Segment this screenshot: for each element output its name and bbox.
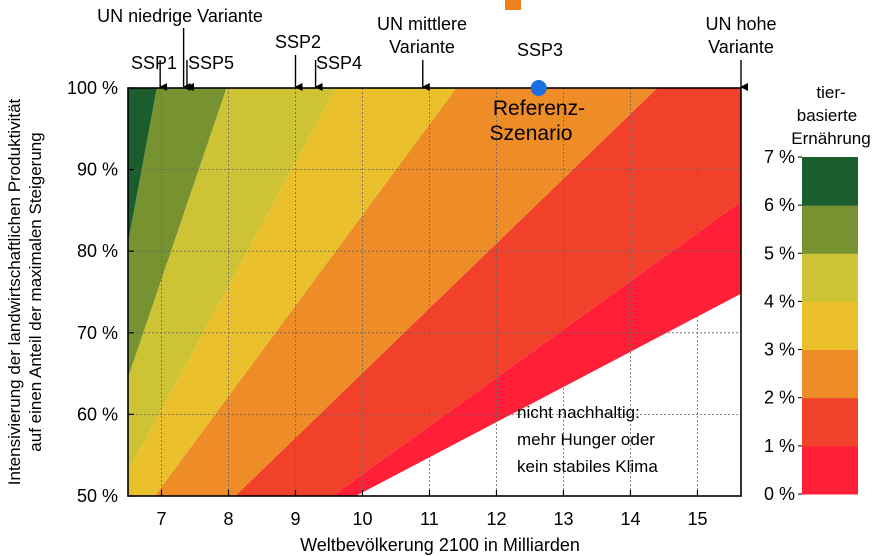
- x-tick-label: 13: [553, 509, 573, 529]
- y-axis-label-line2: auf einen Anteil der maximalen Steigerun…: [26, 132, 45, 451]
- x-axis-ticks: 7 8 9 10 11 12 13 14 15: [156, 490, 707, 529]
- y-axis-label: Intensivierung der landwirtschaftlichen …: [5, 98, 45, 485]
- x-tick-label: 12: [486, 509, 506, 529]
- legend-swatch: [802, 301, 858, 351]
- legend: tier- basierte Ernährung 0 % 1 % 2 % 3 % 4 %…: [764, 83, 871, 504]
- legend-title-line3: Ernährung: [791, 129, 870, 148]
- label-un-2-line1: UN hohe: [705, 14, 776, 34]
- legend-tick-label: 5 %: [764, 243, 795, 263]
- band-23: [154, 88, 658, 496]
- legend-swatch: [802, 397, 858, 447]
- band-34: [128, 88, 457, 496]
- annotation-line2: mehr Hunger oder: [517, 430, 655, 449]
- legend-tick-label: 3 %: [764, 340, 795, 360]
- label-un-1-line2: Variante: [389, 37, 455, 57]
- x-tick-label: 10: [352, 509, 372, 529]
- x-axis-label: Weltbevölkerung 2100 in Milliarden: [300, 535, 580, 555]
- x-tick-label: 11: [420, 509, 439, 529]
- y-tick-label: 90 %: [77, 160, 118, 180]
- legend-tick-label: 1 %: [764, 436, 795, 456]
- label-ssp4: SSP4: [316, 53, 362, 73]
- annotation-line3: kein stabiles Klima: [517, 457, 658, 476]
- reference-scenario: Referenz- Szenario: [490, 80, 585, 145]
- y-tick-label: 70 %: [77, 323, 118, 343]
- legend-title-line1: tier-: [816, 83, 845, 102]
- y-axis-ticks: 50 % 60 % 70 % 80 % 90 % 100 %: [67, 78, 134, 506]
- contour-bands: [128, 88, 741, 496]
- legend-tick-label: 4 %: [764, 291, 795, 311]
- band-12: [235, 88, 741, 496]
- plot-frame: [127, 87, 742, 497]
- legend-swatch: [802, 157, 858, 206]
- legend-tick-label: 0 %: [764, 484, 795, 504]
- label-un-1-line1: UN mittlere: [377, 14, 467, 34]
- y-tick-label: 100 %: [67, 78, 118, 98]
- x-tick-label: 8: [223, 509, 233, 529]
- x-tick-label: 15: [687, 509, 707, 529]
- legend-title-line2: basierte: [797, 106, 857, 125]
- legend-tick-label: 7 %: [764, 147, 795, 167]
- y-tick-label: 50 %: [77, 486, 118, 506]
- x-tick-label: 7: [156, 509, 166, 529]
- reference-point: [530, 80, 547, 96]
- label-un-0-line1: UN niedrige Variante: [97, 6, 263, 26]
- label-un-2-line2: Variante: [708, 37, 774, 57]
- legend-swatch: [802, 253, 858, 302]
- band-67: [128, 88, 157, 244]
- band-56: [128, 88, 227, 378]
- x-tick-label: 9: [290, 509, 300, 529]
- band-45: [128, 88, 336, 472]
- top-accent: [505, 0, 521, 10]
- y-tick-label: 80 %: [77, 241, 118, 261]
- legend-tick-label: 6 %: [764, 195, 795, 215]
- x-tick-label: 14: [620, 509, 640, 529]
- label-ssp1: SSP1: [131, 53, 177, 73]
- grid-lines: [128, 87, 741, 497]
- reference-label-line1: Referenz-: [493, 97, 585, 120]
- label-ssp3: SSP3: [517, 40, 563, 60]
- y-tick-label: 60 %: [77, 404, 118, 424]
- legend-tick-label: 2 %: [764, 388, 795, 408]
- unsustainable-annotation: nicht nachhaltig: mehr Hunger oder kein …: [517, 403, 658, 476]
- label-ssp5: SSP5: [188, 53, 234, 73]
- label-ssp2: SSP2: [275, 32, 321, 52]
- legend-swatch: [802, 349, 858, 399]
- annotation-line1: nicht nachhaltig:: [517, 403, 640, 422]
- reference-label-line2: Szenario: [490, 122, 573, 145]
- legend-swatch: [802, 445, 858, 495]
- legend-swatch: [802, 205, 858, 254]
- y-axis-label-line1: Intensivierung der landwirtschaftlichen …: [5, 98, 24, 485]
